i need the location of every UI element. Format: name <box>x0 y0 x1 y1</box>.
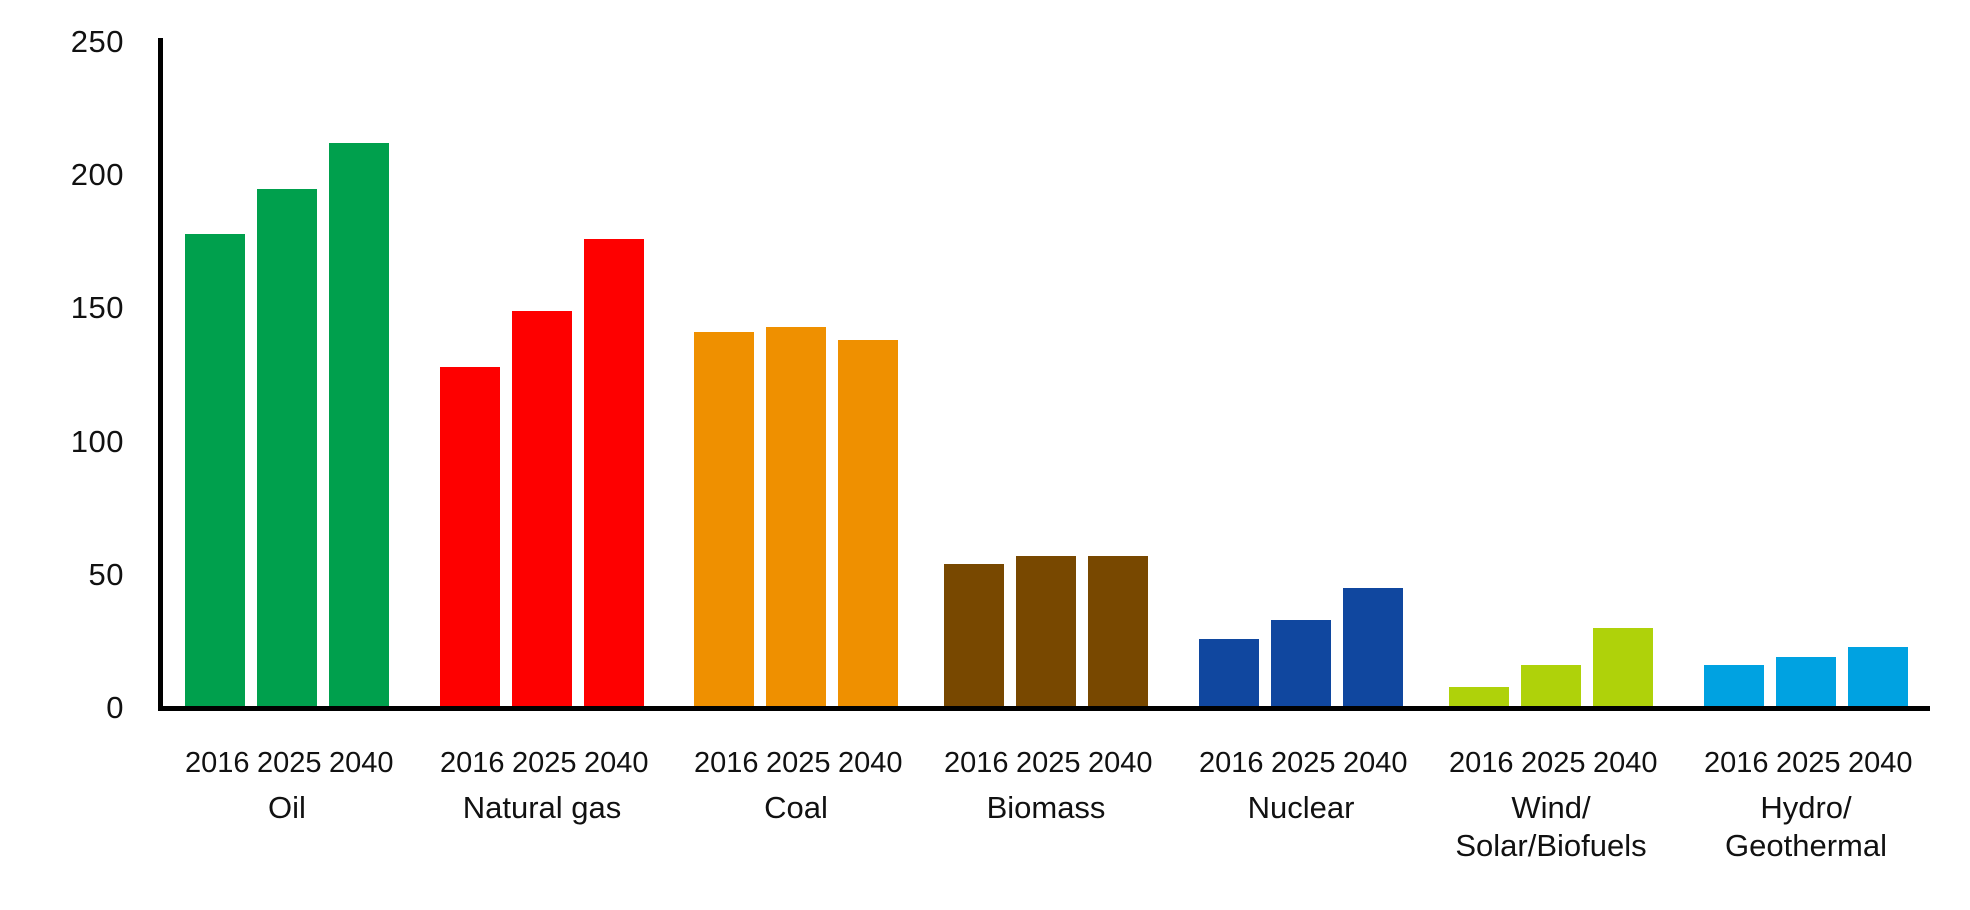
bar-natural-gas-2016 <box>440 367 500 708</box>
bar-oil-2040 <box>329 143 389 708</box>
year-label: 2040 <box>1343 747 1408 779</box>
year-label: 2025 <box>766 747 831 779</box>
x-axis-line <box>158 706 1930 711</box>
category-label: Coal <box>764 790 828 825</box>
category-label: Wind/ <box>1511 790 1591 825</box>
year-labels-row: 2016 2025 2040 <box>944 747 1153 780</box>
year-label: 2016 <box>185 747 250 779</box>
bar-hydro-geothermal-2040 <box>1848 647 1908 708</box>
bar-hydro-geothermal-2016 <box>1704 665 1764 708</box>
bar-oil-2016 <box>185 234 245 708</box>
year-label: 2016 <box>440 747 505 779</box>
bar-group <box>1449 628 1653 708</box>
year-labels-row: 2016 2025 2040 <box>1704 747 1913 780</box>
category-label: Hydro/ <box>1760 790 1852 825</box>
bar-nuclear-2025 <box>1271 620 1331 708</box>
category-label: Biomass <box>986 790 1106 825</box>
bar-group <box>440 239 644 708</box>
bar-nuclear-2016 <box>1199 639 1259 708</box>
bar-wind-solar-biofuels-2040 <box>1593 628 1653 708</box>
year-labels-row: 2016 2025 2040 <box>1449 747 1658 780</box>
year-labels-row: 2016 2025 2040 <box>185 747 394 780</box>
y-axis-tick-label: 100 <box>70 423 124 459</box>
year-labels-row: 2016 2025 2040 <box>440 747 649 780</box>
bar-wind-solar-biofuels-2025 <box>1521 665 1581 708</box>
y-axis-line <box>158 38 163 711</box>
year-label: 2040 <box>1593 747 1658 779</box>
bar-coal-2025 <box>766 327 826 708</box>
bar-group <box>1199 588 1403 708</box>
year-label: 2040 <box>1088 747 1153 779</box>
year-label: 2040 <box>329 747 394 779</box>
bar-natural-gas-2040 <box>584 239 644 708</box>
year-label: 2016 <box>1449 747 1514 779</box>
bar-group <box>1704 647 1908 708</box>
year-label: 2016 <box>1704 747 1769 779</box>
category-label: Oil <box>268 790 306 825</box>
bar-biomass-2025 <box>1016 556 1076 708</box>
year-label: 2025 <box>257 747 322 779</box>
year-labels-row: 2016 2025 2040 <box>1199 747 1408 780</box>
bar-hydro-geothermal-2025 <box>1776 657 1836 708</box>
category-label: Geothermal <box>1725 828 1887 863</box>
y-axis-tick-label: 0 <box>106 690 124 725</box>
y-axis-tick-label: 200 <box>70 157 124 193</box>
bar-natural-gas-2025 <box>512 311 572 708</box>
bar-coal-2040 <box>838 340 898 708</box>
year-label: 2025 <box>1016 747 1081 779</box>
year-label: 2040 <box>838 747 903 779</box>
bar-group <box>694 327 898 708</box>
year-label: 2025 <box>1521 747 1586 779</box>
year-label: 2025 <box>1776 747 1841 779</box>
category-label: Natural gas <box>462 790 622 825</box>
year-label: 2016 <box>1199 747 1264 779</box>
category-label: Solar/Biofuels <box>1455 828 1647 863</box>
bar-nuclear-2040 <box>1343 588 1403 708</box>
bar-coal-2016 <box>694 332 754 708</box>
y-axis-tick-label: 250 <box>70 24 124 59</box>
year-label: 2040 <box>584 747 649 779</box>
y-axis-tick-label: 150 <box>70 290 124 326</box>
bar-oil-2025 <box>257 189 317 708</box>
year-label: 2016 <box>694 747 759 779</box>
year-label: 2040 <box>1848 747 1913 779</box>
bar-biomass-2040 <box>1088 556 1148 708</box>
bar-group <box>944 556 1148 708</box>
bar-wind-solar-biofuels-2016 <box>1449 687 1509 708</box>
year-labels-row: 2016 2025 2040 <box>694 747 903 780</box>
year-label: 2025 <box>1271 747 1336 779</box>
y-axis-tick-label: 50 <box>88 556 124 592</box>
year-label: 2025 <box>512 747 577 779</box>
bar-group <box>185 143 389 708</box>
bar-biomass-2016 <box>944 564 1004 708</box>
category-label: Nuclear <box>1247 790 1355 825</box>
year-label: 2016 <box>944 747 1009 779</box>
